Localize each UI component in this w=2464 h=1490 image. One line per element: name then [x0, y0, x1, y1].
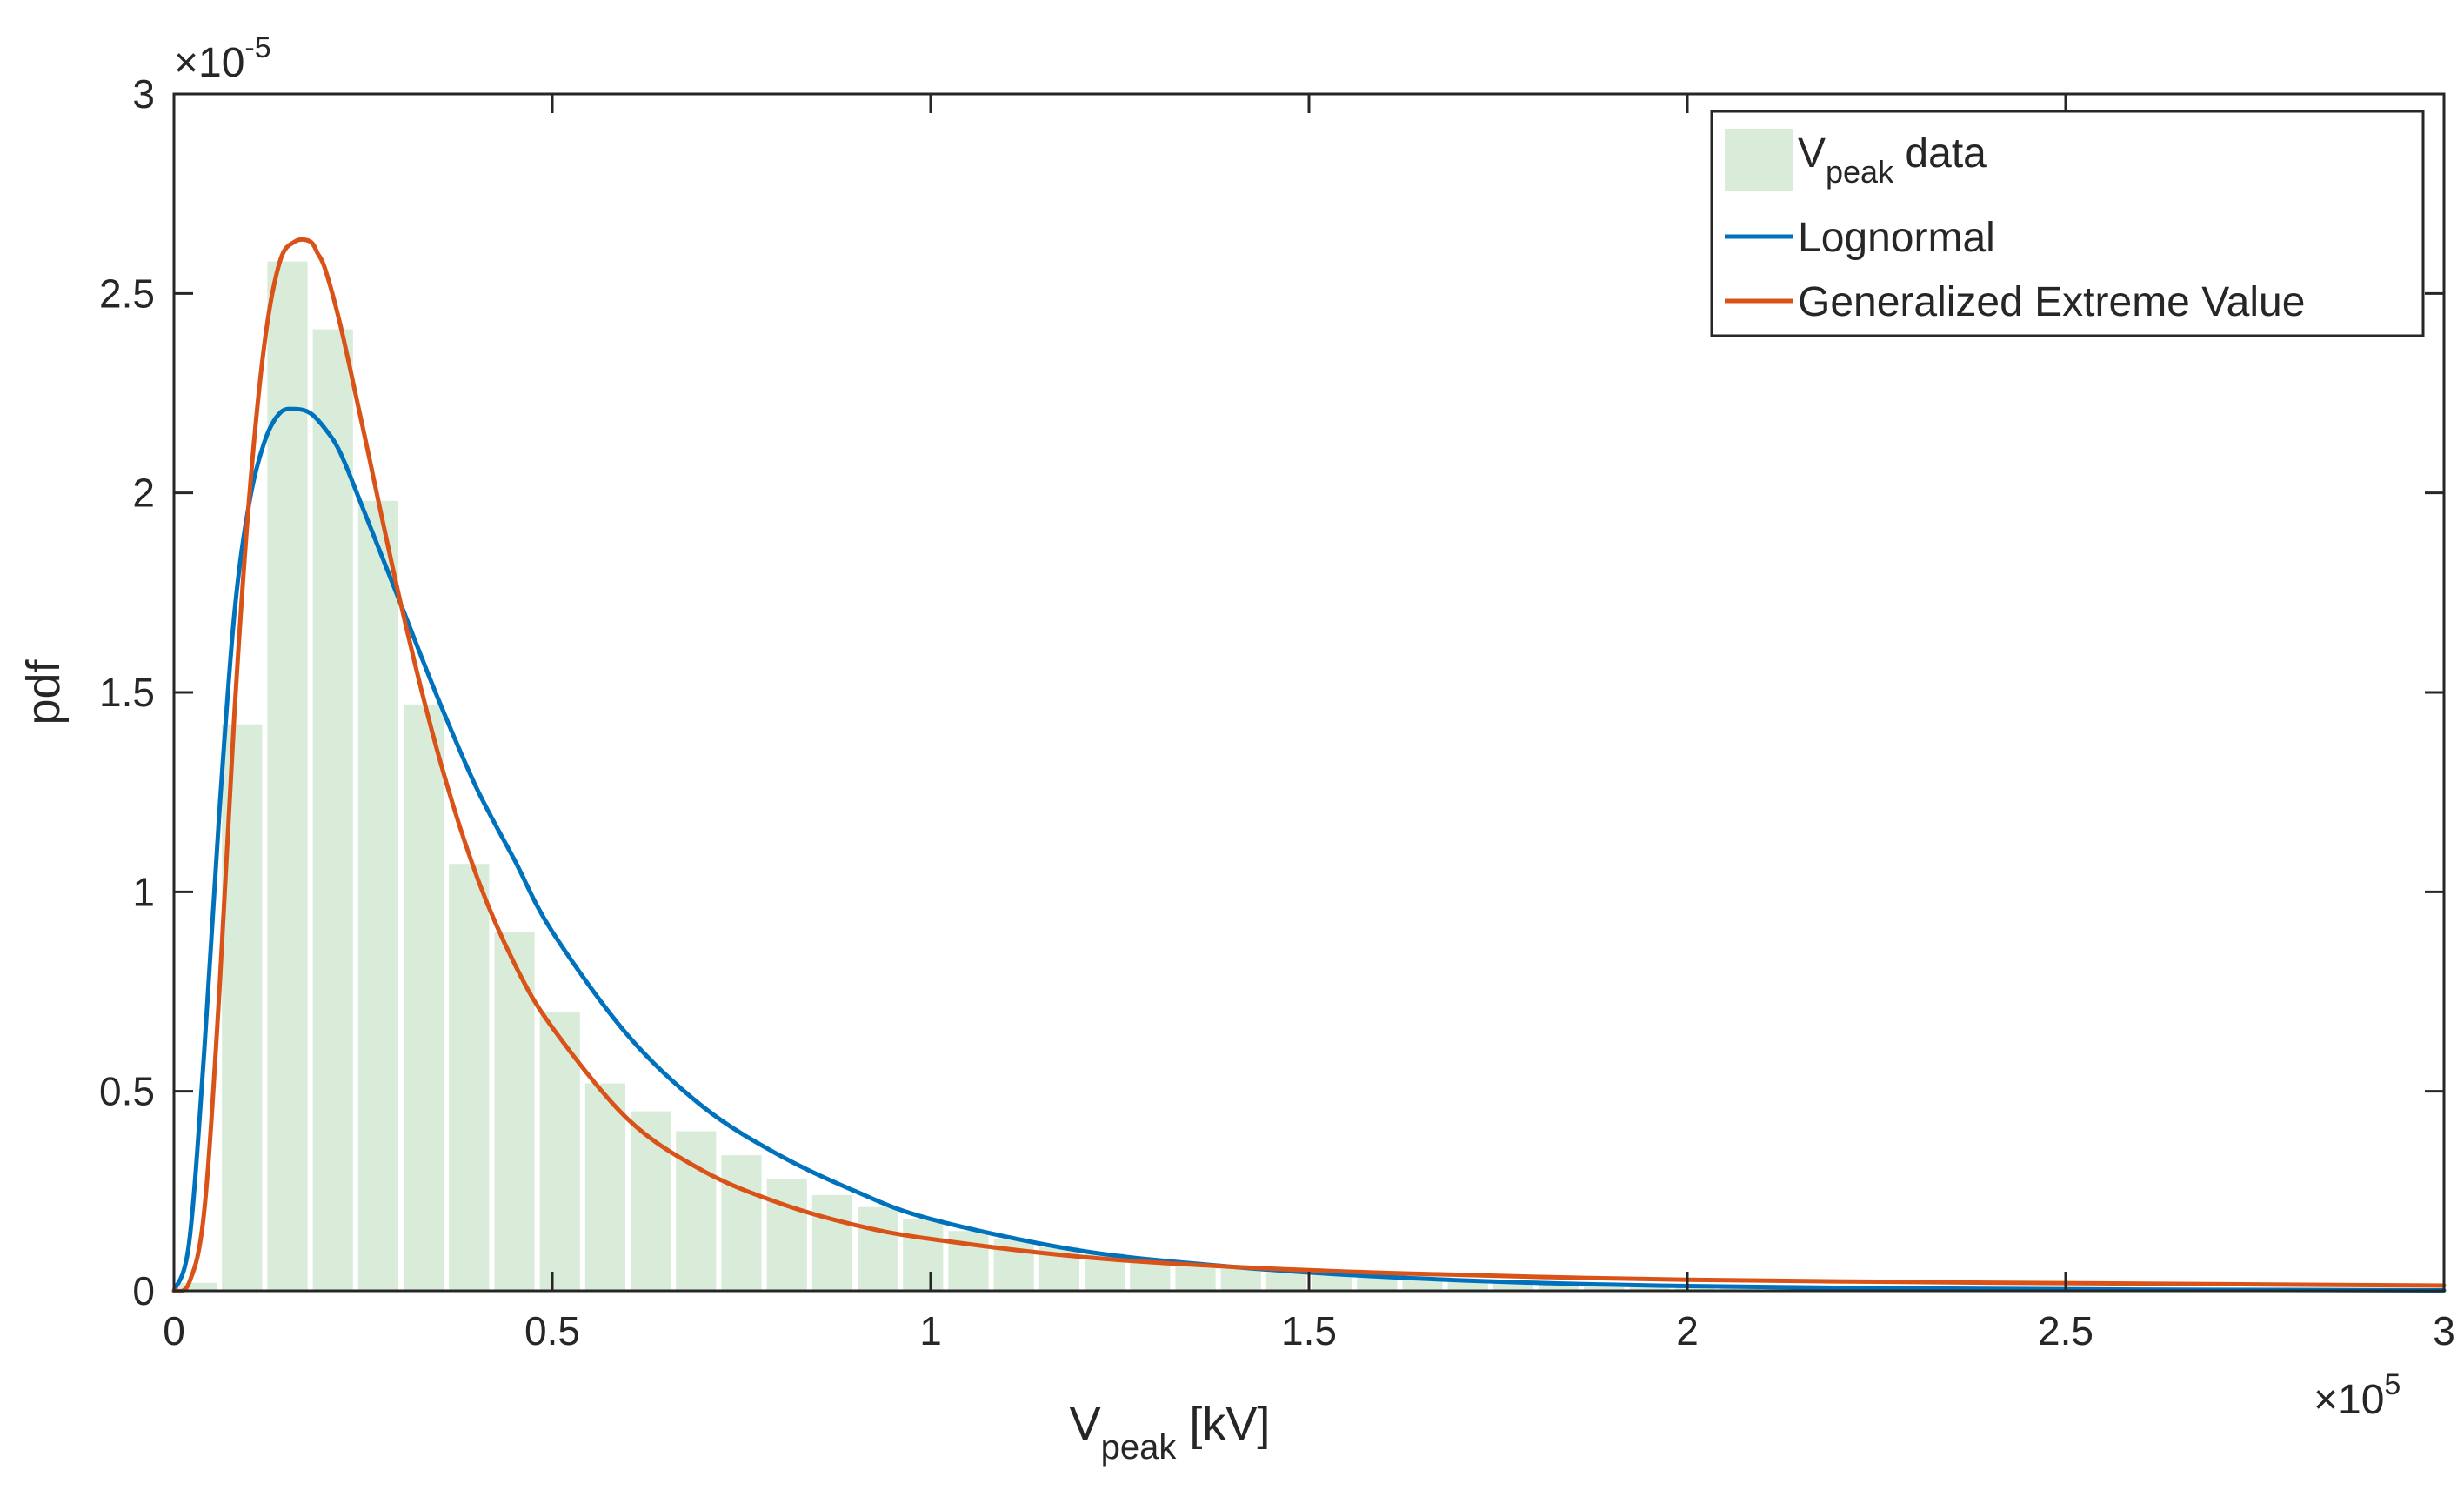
- histogram-bar: [267, 261, 308, 1292]
- x-exponent-value: 5: [2384, 1368, 2401, 1401]
- histogram-bar: [1584, 1284, 1625, 1291]
- histogram-bar: [357, 500, 398, 1291]
- lognormal-curve: [171, 406, 2447, 1293]
- histogram-bar: [1492, 1282, 1533, 1291]
- histogram-bar: [449, 864, 490, 1291]
- x-axis-title-base: V: [1070, 1398, 1101, 1450]
- y-exponent-value: -5: [244, 31, 270, 64]
- legend-box: [1710, 110, 2425, 337]
- legend-label-lognormal: Lognormal: [1798, 215, 1995, 261]
- legend-label-data: Vpeak data: [1798, 130, 1987, 190]
- y-tick-label: 2.5: [99, 271, 155, 316]
- histogram-bar: [494, 932, 535, 1291]
- histogram-bar: [1312, 1274, 1352, 1291]
- x-tick-label: 1.5: [1281, 1308, 1337, 1353]
- histogram-bar: [404, 704, 444, 1291]
- histogram-bar: [1629, 1285, 1670, 1291]
- histogram-bar: [721, 1155, 762, 1291]
- x-tick-label: 0: [163, 1308, 185, 1353]
- y-tick-label: 3: [132, 71, 155, 117]
- y-tick-label: 0.5: [99, 1069, 155, 1114]
- fit-curves: [171, 237, 2447, 1294]
- histogram-bar: [1447, 1280, 1488, 1291]
- axis-ticks: [172, 92, 2446, 1293]
- x-axis-title-rest: [kV]: [1176, 1398, 1270, 1450]
- x-exponent-label: ×105: [2314, 1368, 2401, 1423]
- histogram-bar: [631, 1111, 671, 1291]
- y-tick-label: 2: [132, 471, 155, 516]
- x-tick-labels: 0 0.5 1 1.5 2 2.5 3: [163, 1308, 2455, 1353]
- x-tick-label: 2: [1676, 1308, 1699, 1353]
- histogram-bar: [1402, 1279, 1443, 1291]
- y-tick-label: 1: [132, 869, 155, 914]
- legend-swatch-data: [1725, 129, 1793, 191]
- legend-label-gev: Generalized Extreme Value: [1798, 279, 2305, 325]
- y-exponent-label: ×10-5: [174, 31, 271, 86]
- histogram-bar: [948, 1231, 989, 1291]
- histogram-bar: [766, 1179, 807, 1291]
- x-tick-label: 2.5: [2038, 1308, 2093, 1353]
- legend-label-data-sub: peak: [1826, 154, 1894, 190]
- legend-label-data-base: V: [1798, 130, 1826, 177]
- histogram-bar: [312, 329, 353, 1292]
- y-tick-label: 0: [132, 1268, 155, 1313]
- x-tick-label: 1: [919, 1308, 942, 1353]
- gev-curve: [171, 237, 2447, 1294]
- histogram-bar: [1175, 1265, 1216, 1291]
- histogram-bar: [1674, 1286, 1715, 1291]
- y-axis-title: pdf: [17, 658, 70, 725]
- y-tick-label: 1.5: [99, 670, 155, 715]
- histogram-bar: [676, 1131, 717, 1291]
- histogram-bar: [903, 1219, 944, 1291]
- histogram-bar: [177, 1282, 217, 1291]
- x-tick-label: 0.5: [524, 1308, 580, 1353]
- histogram-bar: [1220, 1268, 1261, 1291]
- histogram-bar: [1265, 1273, 1306, 1291]
- histogram-bar: [1539, 1283, 1579, 1291]
- legend: Vpeak data Lognormal Generalized Extreme…: [1710, 110, 2425, 337]
- histogram-bars: [177, 261, 2441, 1292]
- y-tick-labels: 0 0.5 1 1.5 2 2.5 3: [99, 71, 155, 1313]
- x-tick-label: 3: [2433, 1308, 2455, 1353]
- x-axis-title: Vpeak [kV]: [1070, 1398, 1271, 1467]
- histogram-bar: [1357, 1276, 1398, 1291]
- x-axis-title-sub: peak: [1101, 1428, 1178, 1467]
- histogram-bar: [811, 1194, 852, 1291]
- histogram-bar: [858, 1206, 898, 1291]
- histogram-bar: [584, 1083, 625, 1291]
- legend-label-data-rest: data: [1893, 130, 1987, 177]
